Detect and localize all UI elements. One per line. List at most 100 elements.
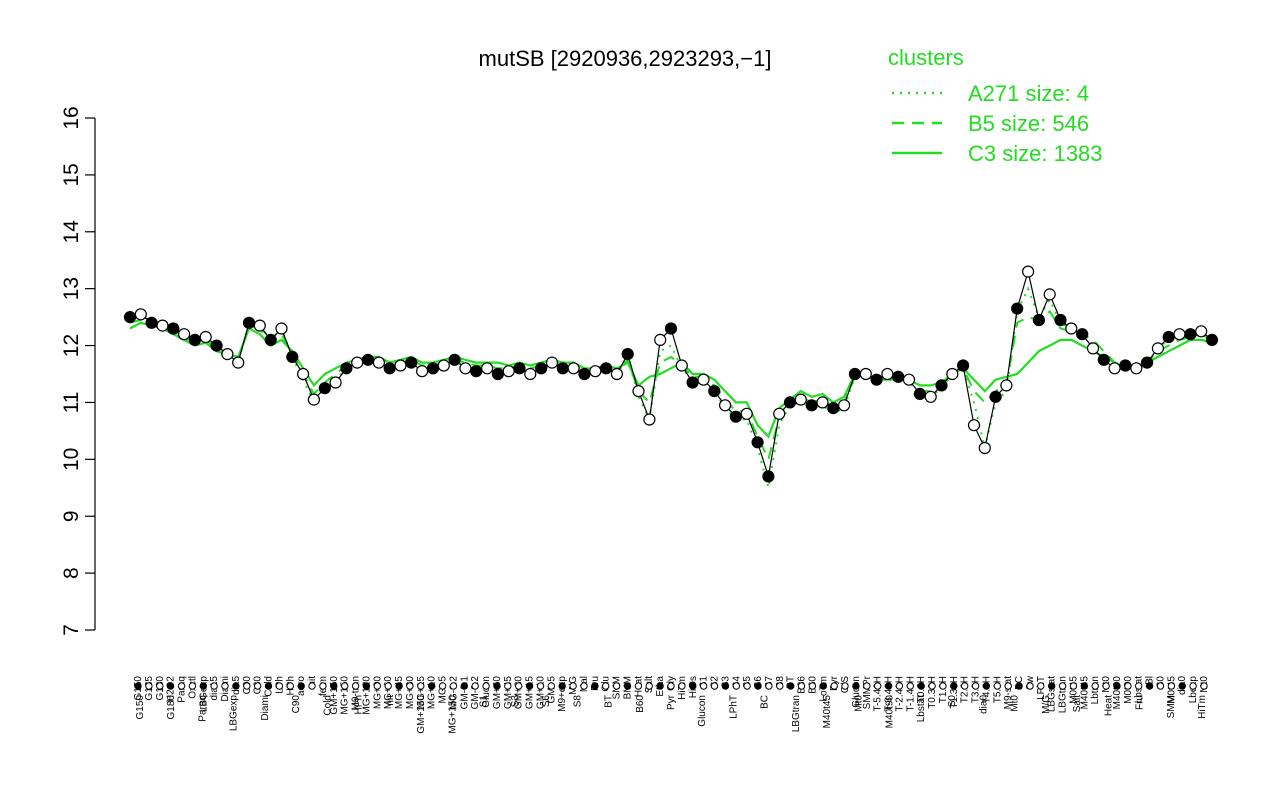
rug-marker bbox=[993, 682, 1001, 690]
x-tick-label-top: M0t45 bbox=[1069, 676, 1080, 704]
y-tick-label: 8 bbox=[60, 567, 83, 579]
x-tick-label-bottom: BC bbox=[760, 695, 771, 709]
x-tick-label-top: S1 bbox=[699, 676, 710, 689]
data-point bbox=[859, 367, 872, 381]
y-tick-label: 11 bbox=[60, 392, 83, 414]
x-tick-label-bottom: Heat bbox=[1103, 695, 1114, 716]
y-tick-label: 9 bbox=[60, 510, 83, 522]
data-point bbox=[513, 362, 526, 375]
rug-marker bbox=[569, 682, 577, 690]
data-point bbox=[1043, 288, 1056, 301]
x-tick-label-top: GM+60 bbox=[492, 676, 503, 710]
rug-marker bbox=[471, 682, 479, 690]
x-tick-label-top: M0t90 bbox=[1123, 676, 1134, 704]
x-tick-label-top: MG+45 bbox=[394, 676, 405, 710]
rug-marker bbox=[787, 682, 795, 690]
rug-marker bbox=[776, 682, 784, 690]
x-tick-label-bottom: Pyr bbox=[666, 694, 677, 710]
x-tick-label-top: LBGexp bbox=[198, 676, 209, 713]
data-point bbox=[188, 333, 201, 346]
data-point bbox=[1011, 302, 1024, 315]
rug-marker bbox=[308, 682, 316, 690]
rug-marker bbox=[395, 682, 403, 690]
rug-marker bbox=[286, 682, 294, 690]
data-point bbox=[178, 328, 191, 341]
data-point bbox=[297, 367, 310, 381]
data-point bbox=[1086, 342, 1100, 355]
data-point bbox=[967, 419, 981, 432]
x-tick-label-top: Glucon bbox=[851, 676, 862, 708]
data-point bbox=[416, 365, 429, 378]
rug-marker bbox=[428, 682, 436, 690]
legend-label: C3 size: 1383 bbox=[968, 141, 1103, 166]
x-tick-label-top: S7 bbox=[764, 676, 775, 689]
legend-title: clusters bbox=[888, 45, 964, 70]
rug-marker bbox=[341, 682, 349, 690]
series-line-solid bbox=[129, 321, 1213, 439]
data-point bbox=[394, 359, 407, 372]
rug-marker bbox=[1167, 682, 1176, 690]
series-line-dotted bbox=[130, 286, 1213, 489]
x-tick-label-bottom: SMM bbox=[1166, 695, 1177, 718]
data-point bbox=[145, 316, 158, 329]
data-point bbox=[1097, 353, 1110, 366]
data-point bbox=[1162, 330, 1175, 344]
points-connector-line bbox=[129, 269, 1213, 477]
data-point bbox=[978, 441, 991, 455]
x-tick-label-bottom: HiTm bbox=[1197, 695, 1208, 719]
x-tick-label-top: LBGstat bbox=[1047, 676, 1058, 712]
rug-marker bbox=[895, 682, 904, 690]
x-tick-label-top: T1.30H bbox=[949, 676, 960, 709]
data-point bbox=[1195, 325, 1208, 338]
rug-marker bbox=[1102, 682, 1110, 690]
data-point bbox=[491, 367, 504, 381]
series-line-dashed bbox=[129, 309, 1213, 463]
rug-marker bbox=[254, 682, 262, 690]
data-point bbox=[740, 407, 753, 420]
x-tick-label-top: MG+30 bbox=[405, 676, 416, 710]
data-point bbox=[1184, 328, 1197, 341]
rug-marker bbox=[1113, 682, 1121, 690]
x-tick-label-bottom: GM+150 bbox=[416, 695, 427, 734]
rug-marker bbox=[351, 682, 360, 690]
x-tick-label-top: S8 bbox=[775, 676, 786, 689]
rug-marker bbox=[830, 682, 838, 690]
x-tick-label-top: T-5.40H bbox=[873, 676, 884, 712]
rug-marker bbox=[710, 682, 719, 690]
rug-marker bbox=[906, 682, 914, 690]
rug-marker bbox=[678, 682, 686, 690]
rug-marker bbox=[232, 682, 240, 690]
data-point bbox=[827, 402, 840, 415]
x-tick-label-top: LBGtran bbox=[1058, 676, 1069, 713]
rug-marker bbox=[819, 682, 827, 690]
rug-marker bbox=[243, 682, 251, 690]
x-tick-label-top: GM+150 bbox=[329, 676, 340, 715]
data-point bbox=[643, 413, 656, 426]
x-tick-label-bottom: LPhT bbox=[729, 695, 740, 719]
rug-marker bbox=[1026, 682, 1034, 690]
x-tick-label-top: SMMPr bbox=[862, 675, 873, 709]
x-tick-label-top: T0.30H bbox=[927, 676, 938, 709]
rug-marker bbox=[1037, 682, 1045, 690]
x-tick-label-bottom: MG+150 bbox=[447, 695, 458, 734]
data-point bbox=[383, 362, 396, 375]
x-tick-label-bottom: HPh bbox=[354, 695, 365, 714]
data-point bbox=[535, 362, 548, 375]
legend-label: B5 size: 546 bbox=[968, 111, 1089, 136]
data-point bbox=[1140, 356, 1154, 369]
rug-marker bbox=[177, 682, 186, 690]
data-point bbox=[686, 376, 699, 389]
data-point bbox=[437, 359, 450, 372]
rug-marker bbox=[199, 682, 208, 690]
rug-marker bbox=[330, 682, 338, 690]
x-tick-label-top: M40t90 bbox=[1112, 676, 1123, 710]
rug-marker bbox=[808, 682, 817, 690]
rug-marker bbox=[1048, 682, 1056, 690]
rug-marker bbox=[645, 682, 653, 690]
y-tick-label: 16 bbox=[60, 106, 83, 129]
x-tick-label-bottom: LBGexp bbox=[229, 695, 240, 732]
x-tick-label-bottom: M40t45 bbox=[822, 695, 833, 729]
y-tick-label: 14 bbox=[60, 220, 83, 244]
rug-marker bbox=[362, 682, 371, 690]
